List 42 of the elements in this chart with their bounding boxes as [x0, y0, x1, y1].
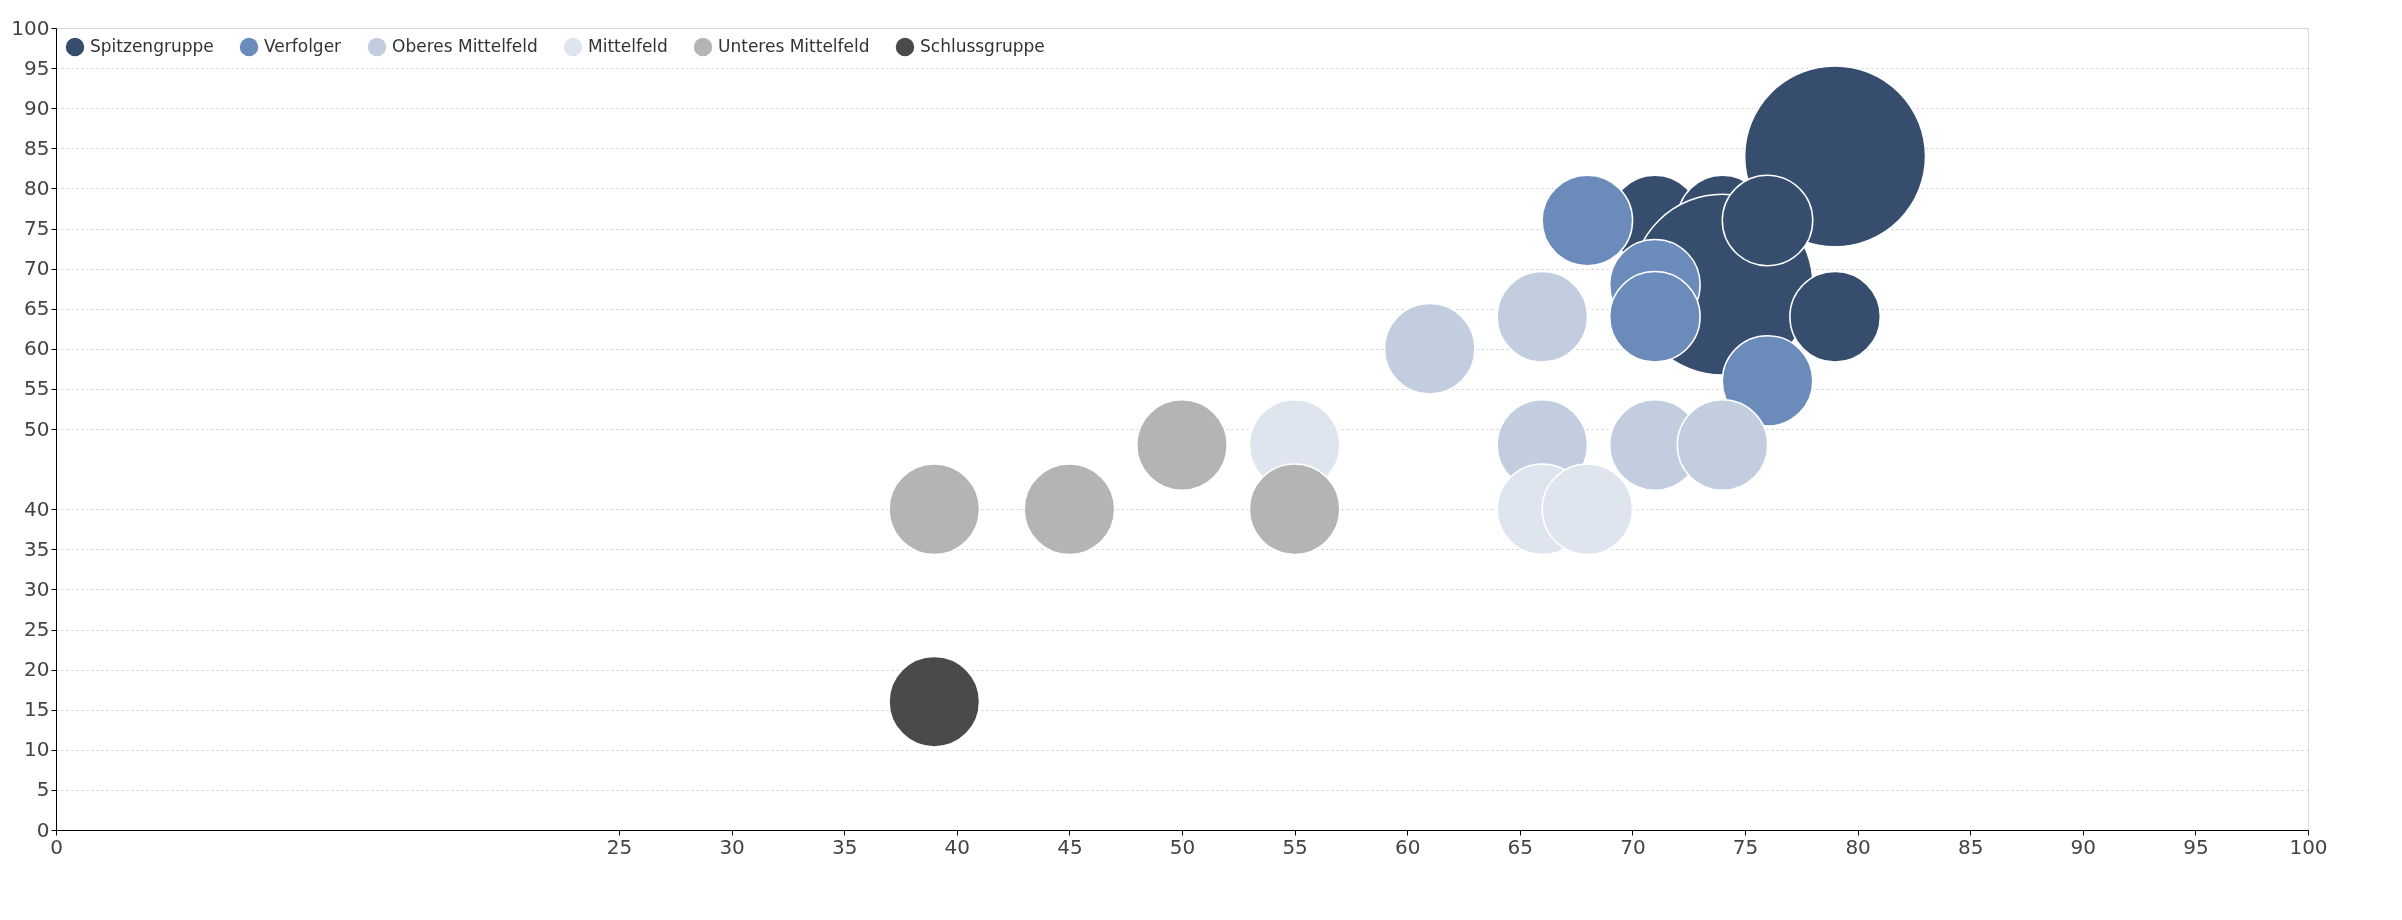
x-tick-label: 100 [2289, 834, 2328, 859]
legend-label: Unteres Mittelfeld [718, 36, 870, 56]
x-tick-label: 60 [1394, 834, 1421, 859]
x-tick-label: 65 [1507, 834, 1534, 859]
y-tick-label: 20 [24, 657, 50, 682]
x-tick-label: 40 [944, 834, 971, 859]
y-tick-label: 70 [24, 256, 50, 281]
y-tick-label: 10 [24, 737, 50, 762]
x-tick-label: 70 [1620, 834, 1646, 859]
y-tick-label: 90 [24, 95, 50, 120]
y-tick-label: 95 [24, 55, 50, 80]
x-tick-label: 85 [1957, 834, 1984, 859]
y-tick-label: 60 [24, 336, 50, 361]
y-tick-label: 80 [24, 175, 50, 200]
y-tick-label: 5 [36, 777, 50, 802]
y-tick-label: 40 [24, 496, 50, 521]
y-tick-label: 50 [24, 416, 50, 441]
legend-label: Oberes Mittelfeld [392, 36, 538, 56]
x-tick-label: 45 [1057, 834, 1083, 859]
x-tick-label: 50 [1169, 834, 1196, 859]
x-tick-label: 95 [2183, 834, 2209, 859]
y-tick-label: 35 [24, 536, 50, 561]
y-tick-label: 85 [24, 135, 50, 160]
y-tick-label: 25 [24, 617, 50, 641]
x-tick-label: 55 [1282, 834, 1308, 859]
y-tick-label: 15 [24, 697, 50, 722]
legend-label: Verfolger [264, 36, 342, 56]
x-tick-label: 75 [1732, 834, 1759, 859]
y-tick-label: 100 [11, 15, 50, 40]
y-tick-label: 0 [36, 817, 50, 842]
x-tick-label: 25 [606, 834, 633, 859]
legend-label: Mittelfeld [588, 36, 668, 56]
y-tick-label: 55 [24, 376, 50, 401]
y-tick-label: 75 [24, 216, 50, 240]
x-tick-label: 30 [719, 834, 745, 859]
x-tick-label: 35 [831, 834, 858, 859]
y-tick-label: 30 [24, 576, 50, 601]
legend-label: Schlussgruppe [920, 36, 1045, 56]
x-tick-label: 90 [2070, 834, 2097, 859]
y-tick-label: 65 [24, 296, 50, 321]
x-tick-label: 80 [1845, 834, 1871, 859]
legend-label: Spitzengruppe [90, 36, 214, 56]
